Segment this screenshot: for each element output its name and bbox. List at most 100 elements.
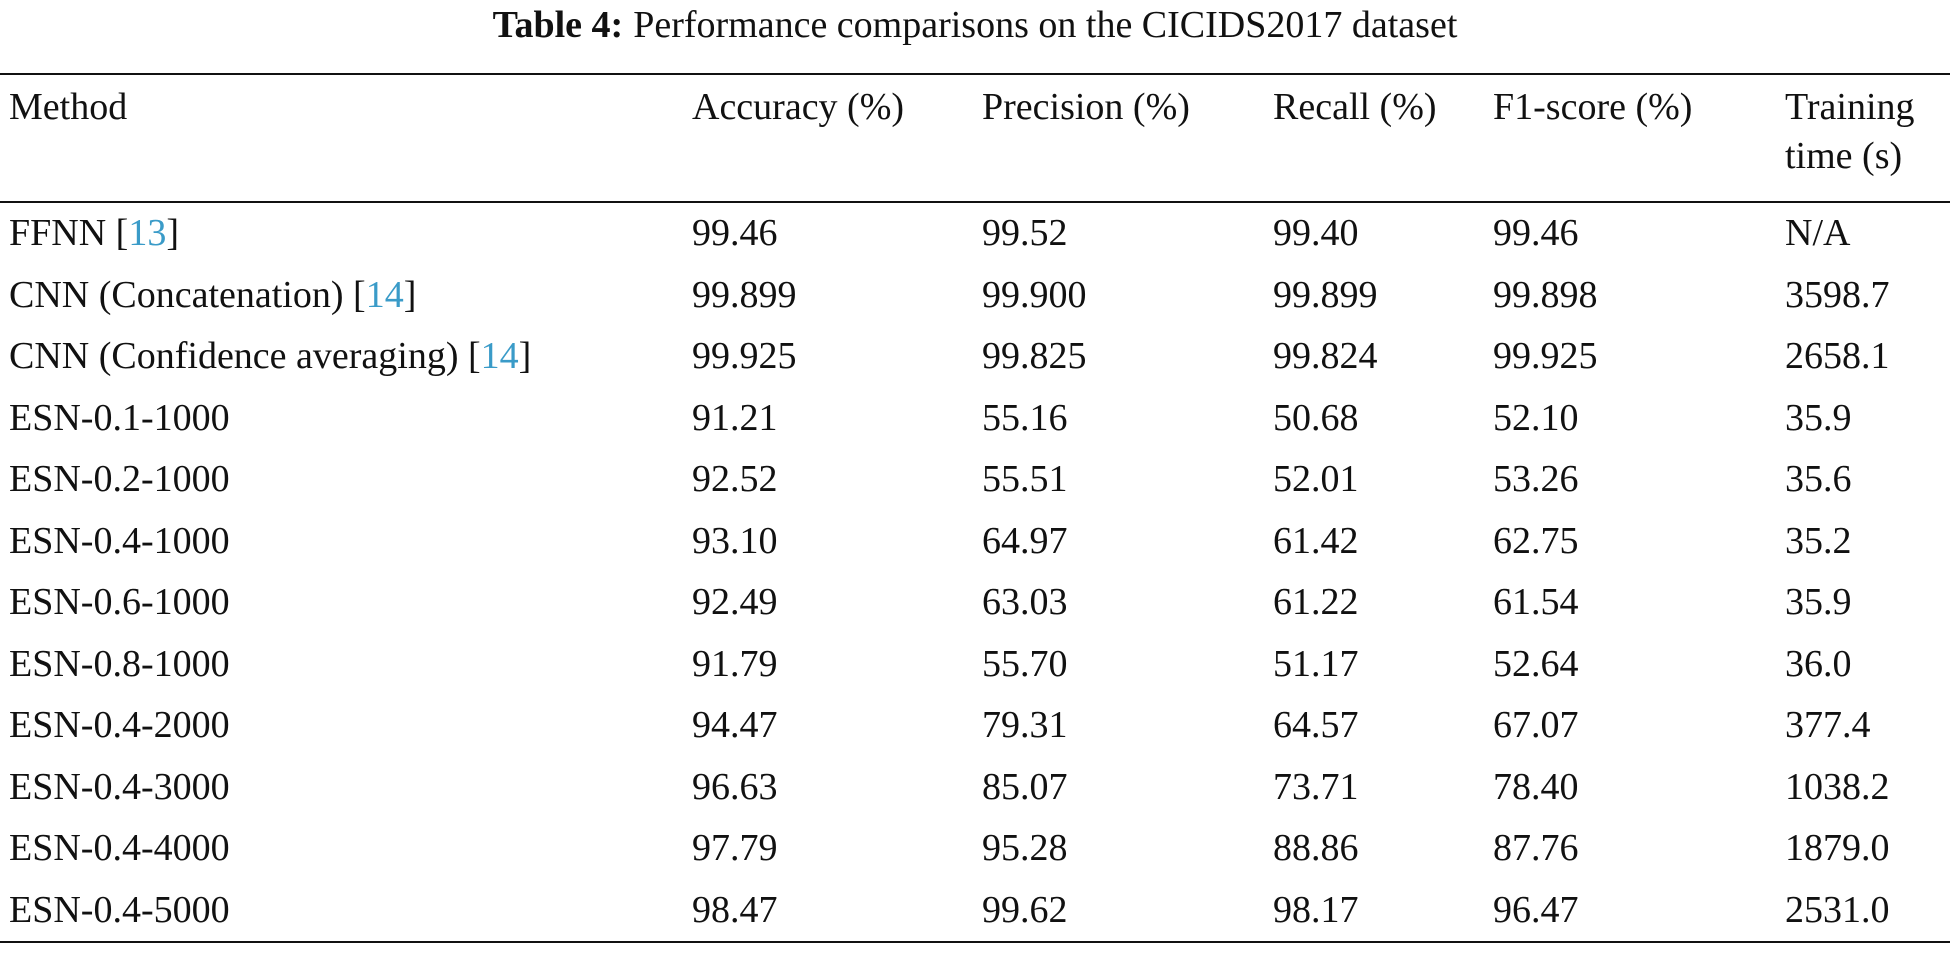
table-row: ESN-0.2-1000 92.52 55.51 52.01 53.26 35.6 [0, 449, 1950, 511]
value-cell: 1038.2 [1785, 765, 1890, 808]
header-cell: Precision (%) [982, 86, 1190, 128]
header-cell: Accuracy (%) [692, 86, 905, 128]
value-cell: 99.898 [1493, 273, 1598, 316]
value-cell: 99.899 [692, 273, 797, 316]
value-cell: 67.07 [1493, 704, 1579, 747]
table-row: FFNN [13] 99.46 99.52 99.40 99.46 N/A [0, 202, 1950, 265]
value-cell: 78.40 [1493, 765, 1579, 808]
value-cell: 52.10 [1493, 396, 1579, 439]
value-cell: 35.9 [1785, 396, 1852, 439]
method-cell: ESN-0.4-4000 [9, 827, 230, 870]
value-cell: 92.52 [692, 458, 778, 501]
value-cell: 52.64 [1493, 642, 1579, 685]
value-cell: 64.57 [1273, 704, 1359, 747]
value-cell: 98.47 [692, 888, 778, 931]
value-cell: 35.2 [1785, 519, 1852, 562]
bracket: ] [403, 273, 417, 316]
method-text: FFNN [ [9, 212, 129, 255]
value-cell: 1879.0 [1785, 827, 1890, 870]
caption-label: Table 4: [492, 4, 624, 46]
value-cell: 61.42 [1273, 519, 1359, 562]
method-cell: ESN-0.4-3000 [9, 765, 230, 808]
value-cell: 96.47 [1493, 888, 1579, 931]
table-row: ESN-0.4-5000 98.47 99.62 98.17 96.47 2531.0 [0, 880, 1950, 943]
value-cell: 377.4 [1785, 704, 1871, 747]
value-cell: 2531.0 [1785, 888, 1890, 931]
value-cell: 3598.7 [1785, 273, 1890, 316]
value-cell: 55.16 [982, 396, 1068, 439]
value-cell: 52.01 [1273, 458, 1359, 501]
value-cell: 2658.1 [1785, 335, 1890, 378]
value-cell: 99.925 [1493, 335, 1598, 378]
value-cell: 63.03 [982, 581, 1068, 624]
table-body: FFNN [13] 99.46 99.52 99.40 99.46 N/A CNN (Con… [0, 202, 1950, 942]
value-cell: 50.68 [1273, 396, 1359, 439]
method-cell: ESN-0.6-1000 [9, 581, 230, 624]
method-text: CNN (Confidence averaging) [ [9, 335, 481, 378]
method-cell: CNN (Concatenation) [14] [0, 265, 692, 327]
value-cell: 99.62 [982, 888, 1068, 931]
table-row: ESN-0.8-1000 91.79 55.70 51.17 52.64 36.0 [0, 634, 1950, 696]
value-cell: 98.17 [1273, 888, 1359, 931]
value-cell: 55.70 [982, 642, 1068, 685]
header-cell: Method [9, 86, 128, 128]
value-cell: 53.26 [1493, 458, 1579, 501]
value-cell: 62.75 [1493, 519, 1579, 562]
value-cell: 99.46 [1493, 212, 1579, 255]
header-cell: F1-score (%) [1493, 86, 1693, 128]
table-row: CNN (Confidence averaging) [14] 99.925 99.… [0, 326, 1950, 388]
value-cell: 36.0 [1785, 642, 1852, 685]
value-cell: 97.79 [692, 827, 778, 870]
method-cell: ESN-0.4-5000 [9, 888, 230, 931]
table-row: ESN-0.4-3000 96.63 85.07 73.71 78.40 1038.2 [0, 757, 1950, 819]
value-cell: 85.07 [982, 765, 1068, 808]
value-cell: 61.54 [1493, 581, 1579, 624]
value-cell: N/A [1785, 212, 1851, 255]
caption: Table 4: Performance comparisons on the C… [0, 0, 1950, 56]
bracket: ] [518, 335, 532, 378]
value-cell: 35.6 [1785, 458, 1852, 501]
table-row: ESN-0.4-2000 94.47 79.31 64.57 67.07 377.4 [0, 695, 1950, 757]
method-cell: CNN (Confidence averaging) [14] [0, 326, 692, 388]
header-cell: Training time (s) [1785, 86, 1915, 177]
value-cell: 99.824 [1273, 335, 1378, 378]
value-cell: 92.49 [692, 581, 778, 624]
value-cell: 99.52 [982, 212, 1068, 255]
header-cell: Recall (%) [1273, 86, 1437, 128]
table-row: ESN-0.6-1000 92.49 63.03 61.22 61.54 35.9 [0, 572, 1950, 634]
value-cell: 91.79 [692, 642, 778, 685]
value-cell: 96.63 [692, 765, 778, 808]
header-row: Method Accuracy (%) Precision (%) Recall (%… [0, 74, 1950, 202]
method-text: CNN (Concatenation) [ [9, 273, 366, 316]
method-cell: ESN-0.4-1000 [9, 519, 230, 562]
method-cell: FFNN [13] [0, 202, 692, 265]
method-cell: ESN-0.2-1000 [9, 458, 230, 501]
value-cell: 79.31 [982, 704, 1068, 747]
caption-text: Performance comparisons on the CICIDS201… [633, 4, 1458, 46]
value-cell: 94.47 [692, 704, 778, 747]
value-cell: 35.9 [1785, 581, 1852, 624]
value-cell: 99.899 [1273, 273, 1378, 316]
citation: 14 [365, 273, 404, 316]
citation: 13 [128, 212, 167, 255]
value-cell: 99.900 [982, 273, 1087, 316]
value-cell: 73.71 [1273, 765, 1359, 808]
method-cell: ESN-0.8-1000 [9, 642, 230, 685]
value-cell: 55.51 [982, 458, 1068, 501]
value-cell: 99.40 [1273, 212, 1359, 255]
value-cell: 88.86 [1273, 827, 1359, 870]
citation: 14 [480, 335, 519, 378]
value-cell: 99.825 [982, 335, 1087, 378]
value-cell: 64.97 [982, 519, 1068, 562]
value-cell: 93.10 [692, 519, 778, 562]
value-cell: 99.925 [692, 335, 797, 378]
value-cell: 95.28 [982, 827, 1068, 870]
table-row: ESN-0.4-4000 97.79 95.28 88.86 87.76 1879.0 [0, 818, 1950, 880]
results-table: Method Accuracy (%) Precision (%) Recall (%… [0, 73, 1950, 943]
value-cell: 99.46 [692, 212, 778, 255]
bracket: ] [166, 212, 179, 255]
table-row: ESN-0.1-1000 91.21 55.16 50.68 52.10 35.9 [0, 388, 1950, 450]
value-cell: 61.22 [1273, 581, 1359, 624]
method-cell: ESN-0.4-2000 [9, 704, 230, 747]
